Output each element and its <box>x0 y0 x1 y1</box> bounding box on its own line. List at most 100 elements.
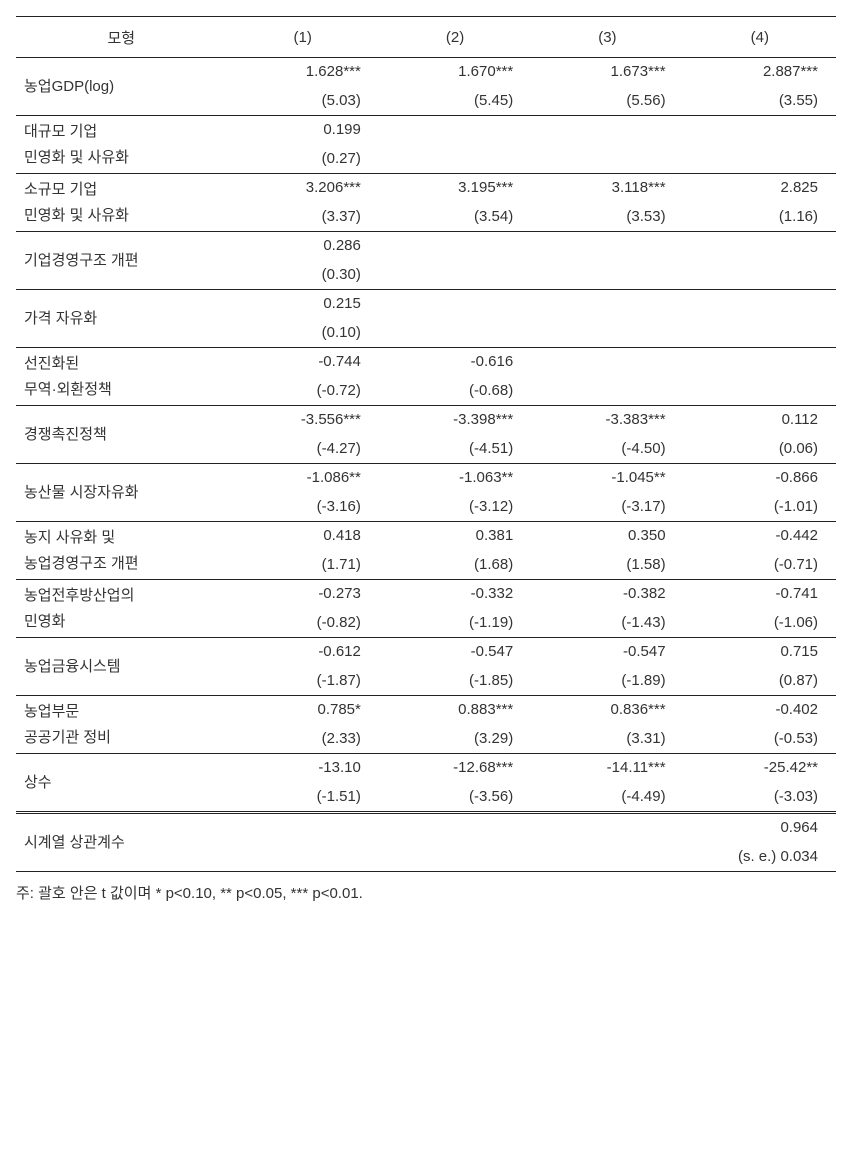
table-row: 농산물 시장자유화-1.086**(-3.16)-1.063**(-3.12)-… <box>16 464 836 522</box>
row-cell <box>531 232 683 290</box>
row-cell: 0.418(1.71) <box>227 522 379 580</box>
row-label: 가격 자유화 <box>16 290 227 348</box>
row-cell: -0.273(-0.82) <box>227 580 379 638</box>
row-cell: 0.836***(3.31) <box>531 696 683 754</box>
row-cell: 1.628***(5.03) <box>227 58 379 116</box>
table-row: 농업전후방산업의민영화-0.273(-0.82)-0.332(-1.19)-0.… <box>16 580 836 638</box>
t-value: (0.06) <box>684 435 818 464</box>
row-cell: 0.883***(3.29) <box>379 696 531 754</box>
row-cell: -0.402(-0.53) <box>684 696 836 754</box>
table-row: 농업금융시스템-0.612(-1.87)-0.547(-1.85)-0.547(… <box>16 638 836 696</box>
row-cell <box>684 348 836 406</box>
t-value: (1.16) <box>684 203 818 232</box>
row-cell <box>684 116 836 174</box>
row-label: 농업GDP(log) <box>16 58 227 116</box>
t-value: (-4.27) <box>227 435 361 464</box>
row-cell: -14.11***(-4.49) <box>531 754 683 813</box>
header-col: (1) <box>227 17 379 58</box>
row-cell <box>531 348 683 406</box>
coef-value: 0.112 <box>684 406 818 435</box>
row-cell: -12.68***(-3.56) <box>379 754 531 813</box>
t-value: (1.71) <box>227 551 361 580</box>
coef-value: 0.836*** <box>531 696 665 725</box>
coef-value: -14.11*** <box>531 754 665 783</box>
coef-value: -13.10 <box>227 754 361 783</box>
coef-value: -12.68*** <box>379 754 513 783</box>
row-cell: 2.825(1.16) <box>684 174 836 232</box>
row-cell: -0.382(-1.43) <box>531 580 683 638</box>
coef-value: 0.381 <box>379 522 513 551</box>
t-value: (-3.16) <box>227 493 361 522</box>
row-cell: 0.215(0.10) <box>227 290 379 348</box>
t-value: (-1.01) <box>684 493 818 522</box>
t-value: (s. e.) 0.034 <box>684 843 818 872</box>
row-label: 선진화된무역·외환정책 <box>16 348 227 406</box>
t-value: (-1.06) <box>684 609 818 638</box>
table-row: 농업GDP(log)1.628***(5.03)1.670***(5.45)1.… <box>16 58 836 116</box>
t-value: (0.87) <box>684 667 818 696</box>
table-row: 농지 사유화 및농업경영구조 개편0.418(1.71)0.381(1.68)0… <box>16 522 836 580</box>
t-value: (-3.56) <box>379 783 513 812</box>
row-cell <box>684 232 836 290</box>
row-cell: -13.10(-1.51) <box>227 754 379 813</box>
coef-value: 0.964 <box>684 814 818 843</box>
coef-value: 0.715 <box>684 638 818 667</box>
regression-table: 모형 (1) (2) (3) (4) 농업GDP(log)1.628***(5.… <box>16 16 836 872</box>
coef-value: -0.741 <box>684 580 818 609</box>
coef-value: -0.866 <box>684 464 818 493</box>
coef-value: 0.785* <box>227 696 361 725</box>
row-label: 소규모 기업민영화 및 사유화 <box>16 174 227 232</box>
t-value: (2.33) <box>227 725 361 754</box>
row-cell: 0.112(0.06) <box>684 406 836 464</box>
t-value: (0.10) <box>227 319 361 348</box>
header-col: (3) <box>531 17 683 58</box>
row-cell: -3.383***(-4.50) <box>531 406 683 464</box>
coef-value: -1.045** <box>531 464 665 493</box>
row-cell: -1.045**(-3.17) <box>531 464 683 522</box>
row-cell: -3.556***(-4.27) <box>227 406 379 464</box>
t-value: (-0.82) <box>227 609 361 638</box>
coef-value: 0.418 <box>227 522 361 551</box>
t-value: (5.03) <box>227 87 361 116</box>
coef-value: 0.350 <box>531 522 665 551</box>
row-cell <box>227 813 379 872</box>
coef-value: -0.547 <box>531 638 665 667</box>
row-cell <box>379 116 531 174</box>
coef-value: -0.547 <box>379 638 513 667</box>
coef-value: -25.42** <box>684 754 818 783</box>
coef-value: 3.118*** <box>531 174 665 203</box>
row-cell <box>684 290 836 348</box>
t-value: (-1.19) <box>379 609 513 638</box>
t-value: (3.55) <box>684 87 818 116</box>
coef-value: -0.382 <box>531 580 665 609</box>
row-cell <box>531 813 683 872</box>
table-header-row: 모형 (1) (2) (3) (4) <box>16 17 836 58</box>
row-cell: 0.964(s. e.) 0.034 <box>684 813 836 872</box>
row-cell: -0.547(-1.89) <box>531 638 683 696</box>
table-row: 선진화된무역·외환정책-0.744(-0.72)-0.616(-0.68) <box>16 348 836 406</box>
coef-value: -3.398*** <box>379 406 513 435</box>
t-value: (-1.51) <box>227 783 361 812</box>
row-cell: 0.286(0.30) <box>227 232 379 290</box>
row-cell: 3.195***(3.54) <box>379 174 531 232</box>
coef-value: -3.556*** <box>227 406 361 435</box>
coef-value: 0.215 <box>227 290 361 319</box>
row-label: 경쟁촉진정책 <box>16 406 227 464</box>
coef-value: 3.206*** <box>227 174 361 203</box>
t-value: (-4.51) <box>379 435 513 464</box>
row-cell <box>531 290 683 348</box>
row-label: 시계열 상관계수 <box>16 813 227 872</box>
row-cell: -1.063**(-3.12) <box>379 464 531 522</box>
coef-value: 3.195*** <box>379 174 513 203</box>
coef-value: -0.402 <box>684 696 818 725</box>
row-cell: 1.673***(5.56) <box>531 58 683 116</box>
row-cell: 1.670***(5.45) <box>379 58 531 116</box>
header-rowlabel: 모형 <box>16 17 227 58</box>
header-col: (2) <box>379 17 531 58</box>
row-cell: 0.350(1.58) <box>531 522 683 580</box>
t-value: (-1.89) <box>531 667 665 696</box>
row-cell: -0.616(-0.68) <box>379 348 531 406</box>
t-value: (1.58) <box>531 551 665 580</box>
row-cell: 0.199(0.27) <box>227 116 379 174</box>
table-row: 가격 자유화0.215(0.10) <box>16 290 836 348</box>
